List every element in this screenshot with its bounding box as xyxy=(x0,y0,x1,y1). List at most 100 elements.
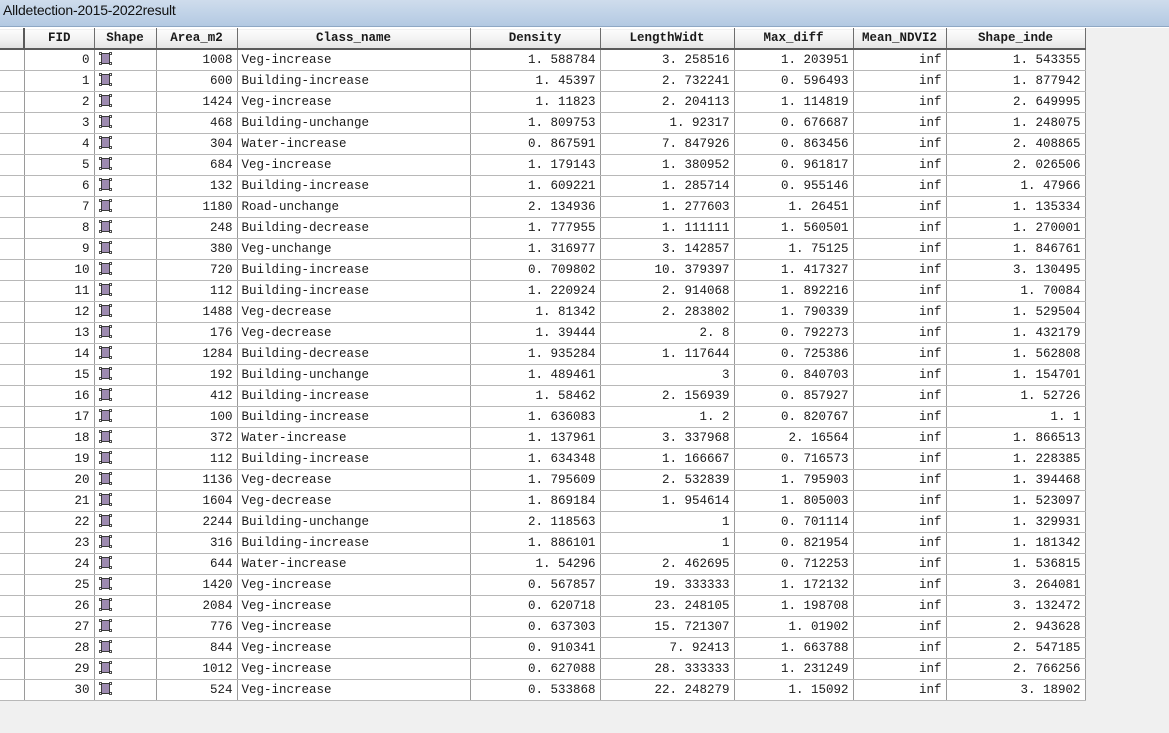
cell-mean-ndvi2[interactable]: inf xyxy=(853,427,947,449)
cell-max-diff[interactable]: 0. 955146 xyxy=(734,175,854,197)
table-row[interactable]: 10 720 Building-increase 0. 709802 10. 37939… xyxy=(0,259,1086,281)
row-selector-7[interactable] xyxy=(0,196,25,218)
cell-area-m2[interactable]: 1420 xyxy=(156,574,238,596)
row-selector-17[interactable] xyxy=(0,406,25,428)
table-row[interactable]: 29 1012 Veg-increase 0. 627088 28. 333333 1. … xyxy=(0,658,1086,680)
cell-mean-ndvi2[interactable]: inf xyxy=(853,406,947,428)
table-row[interactable]: 5 684 Veg-increase 1. 179143 1. 380952 0. 961… xyxy=(0,154,1086,176)
cell-mean-ndvi2[interactable]: inf xyxy=(853,511,947,533)
row-selector-29[interactable] xyxy=(0,658,25,680)
cell-shape-inde[interactable]: 3. 264081 xyxy=(946,574,1086,596)
attribute-table[interactable]: FID Shape Area_m2 Class_name Density Len… xyxy=(0,28,1086,701)
cell-shape-inde[interactable]: 1. 529504 xyxy=(946,301,1086,323)
cell-density[interactable]: 1. 795609 xyxy=(470,469,601,491)
cell-class-name[interactable]: Veg-increase xyxy=(237,154,471,176)
cell-shape[interactable] xyxy=(94,511,157,533)
cell-shape-inde[interactable]: 1. 877942 xyxy=(946,70,1086,92)
cell-lengthwidt[interactable]: 28. 333333 xyxy=(600,658,735,680)
cell-mean-ndvi2[interactable]: inf xyxy=(853,679,947,701)
table-row[interactable]: 8 248 Building-decrease 1. 777955 1. 111111 1… xyxy=(0,217,1086,239)
cell-fid[interactable]: 27 xyxy=(24,616,95,638)
cell-lengthwidt[interactable]: 7. 92413 xyxy=(600,637,735,659)
cell-shape[interactable] xyxy=(94,406,157,428)
cell-density[interactable]: 1. 935284 xyxy=(470,343,601,365)
cell-fid[interactable]: 1 xyxy=(24,70,95,92)
cell-fid[interactable]: 26 xyxy=(24,595,95,617)
cell-max-diff[interactable]: 1. 172132 xyxy=(734,574,854,596)
cell-shape[interactable] xyxy=(94,448,157,470)
cell-shape[interactable] xyxy=(94,427,157,449)
cell-shape-inde[interactable]: 2. 649995 xyxy=(946,91,1086,113)
cell-shape[interactable] xyxy=(94,616,157,638)
row-selector-1[interactable] xyxy=(0,70,25,92)
cell-density[interactable]: 1. 81342 xyxy=(470,301,601,323)
table-row[interactable]: 4 304 Water-increase 0. 867591 7. 847926 0. 8… xyxy=(0,133,1086,155)
column-header-shape[interactable]: Shape xyxy=(94,28,157,50)
cell-density[interactable]: 1. 777955 xyxy=(470,217,601,239)
table-row[interactable]: 2 1424 Veg-increase 1. 11823 2. 204113 1. 114… xyxy=(0,91,1086,113)
cell-lengthwidt[interactable]: 1 xyxy=(600,532,735,554)
cell-shape[interactable] xyxy=(94,112,157,134)
table-row[interactable]: 1 600 Building-increase 1. 45397 2. 732241 0.… xyxy=(0,70,1086,92)
cell-mean-ndvi2[interactable]: inf xyxy=(853,175,947,197)
cell-density[interactable]: 0. 867591 xyxy=(470,133,601,155)
cell-class-name[interactable]: Veg-decrease xyxy=(237,301,471,323)
attribute-grid-scroll-area[interactable]: FID Shape Area_m2 Class_name Density Len… xyxy=(0,28,1169,733)
cell-density[interactable]: 1. 45397 xyxy=(470,70,601,92)
cell-lengthwidt[interactable]: 2. 8 xyxy=(600,322,735,344)
cell-area-m2[interactable]: 1008 xyxy=(156,48,238,71)
table-row[interactable]: 14 1284 Building-decrease 1. 935284 1. 11764… xyxy=(0,343,1086,365)
cell-lengthwidt[interactable]: 1. 117644 xyxy=(600,343,735,365)
column-header-max-diff[interactable]: Max_diff xyxy=(734,28,854,50)
cell-shape-inde[interactable]: 2. 026506 xyxy=(946,154,1086,176)
cell-shape[interactable] xyxy=(94,238,157,260)
cell-class-name[interactable]: Building-increase xyxy=(237,532,471,554)
table-row[interactable]: 24 644 Water-increase 1. 54296 2. 462695 0. 7… xyxy=(0,553,1086,575)
cell-mean-ndvi2[interactable]: inf xyxy=(853,637,947,659)
cell-lengthwidt[interactable]: 2. 732241 xyxy=(600,70,735,92)
cell-mean-ndvi2[interactable]: inf xyxy=(853,469,947,491)
cell-fid[interactable]: 0 xyxy=(24,48,95,71)
cell-fid[interactable]: 10 xyxy=(24,259,95,281)
table-body[interactable]: 0 1008 Veg-increase 1. 588784 3. 258516 1. 20… xyxy=(0,48,1086,701)
cell-class-name[interactable]: Veg-increase xyxy=(237,637,471,659)
table-row[interactable]: 11 112 Building-increase 1. 220924 2. 914068… xyxy=(0,280,1086,302)
cell-class-name[interactable]: Veg-increase xyxy=(237,91,471,113)
table-row[interactable]: 28 844 Veg-increase 0. 910341 7. 92413 1. 663… xyxy=(0,637,1086,659)
cell-area-m2[interactable]: 372 xyxy=(156,427,238,449)
cell-fid[interactable]: 4 xyxy=(24,133,95,155)
cell-class-name[interactable]: Water-increase xyxy=(237,427,471,449)
cell-area-m2[interactable]: 1012 xyxy=(156,658,238,680)
cell-shape-inde[interactable]: 2. 547185 xyxy=(946,637,1086,659)
table-row[interactable]: 0 1008 Veg-increase 1. 588784 3. 258516 1. 20… xyxy=(0,48,1086,71)
cell-mean-ndvi2[interactable]: inf xyxy=(853,217,947,239)
cell-class-name[interactable]: Building-increase xyxy=(237,280,471,302)
table-row[interactable]: 18 372 Water-increase 1. 137961 3. 337968 2. … xyxy=(0,427,1086,449)
cell-shape-inde[interactable]: 1. 329931 xyxy=(946,511,1086,533)
cell-class-name[interactable]: Building-increase xyxy=(237,385,471,407)
cell-shape[interactable] xyxy=(94,532,157,554)
cell-fid[interactable]: 18 xyxy=(24,427,95,449)
cell-fid[interactable]: 21 xyxy=(24,490,95,512)
cell-density[interactable]: 0. 637303 xyxy=(470,616,601,638)
cell-lengthwidt[interactable]: 1. 277603 xyxy=(600,196,735,218)
cell-area-m2[interactable]: 1136 xyxy=(156,469,238,491)
cell-lengthwidt[interactable]: 3 xyxy=(600,364,735,386)
table-row[interactable]: 26 2084 Veg-increase 0. 620718 23. 248105 1. … xyxy=(0,595,1086,617)
cell-fid[interactable]: 16 xyxy=(24,385,95,407)
cell-mean-ndvi2[interactable]: inf xyxy=(853,301,947,323)
cell-mean-ndvi2[interactable]: inf xyxy=(853,70,947,92)
cell-class-name[interactable]: Building-decrease xyxy=(237,343,471,365)
column-header-density[interactable]: Density xyxy=(470,28,601,50)
cell-shape[interactable] xyxy=(94,679,157,701)
cell-lengthwidt[interactable]: 2. 532839 xyxy=(600,469,735,491)
cell-mean-ndvi2[interactable]: inf xyxy=(853,595,947,617)
row-selector-19[interactable] xyxy=(0,448,25,470)
cell-mean-ndvi2[interactable]: inf xyxy=(853,658,947,680)
cell-fid[interactable]: 17 xyxy=(24,406,95,428)
cell-max-diff[interactable]: 0. 961817 xyxy=(734,154,854,176)
cell-mean-ndvi2[interactable]: inf xyxy=(853,280,947,302)
cell-class-name[interactable]: Building-unchange xyxy=(237,511,471,533)
cell-class-name[interactable]: Veg-increase xyxy=(237,679,471,701)
column-header-mean-ndvi2[interactable]: Mean_NDVI2 xyxy=(853,28,947,50)
